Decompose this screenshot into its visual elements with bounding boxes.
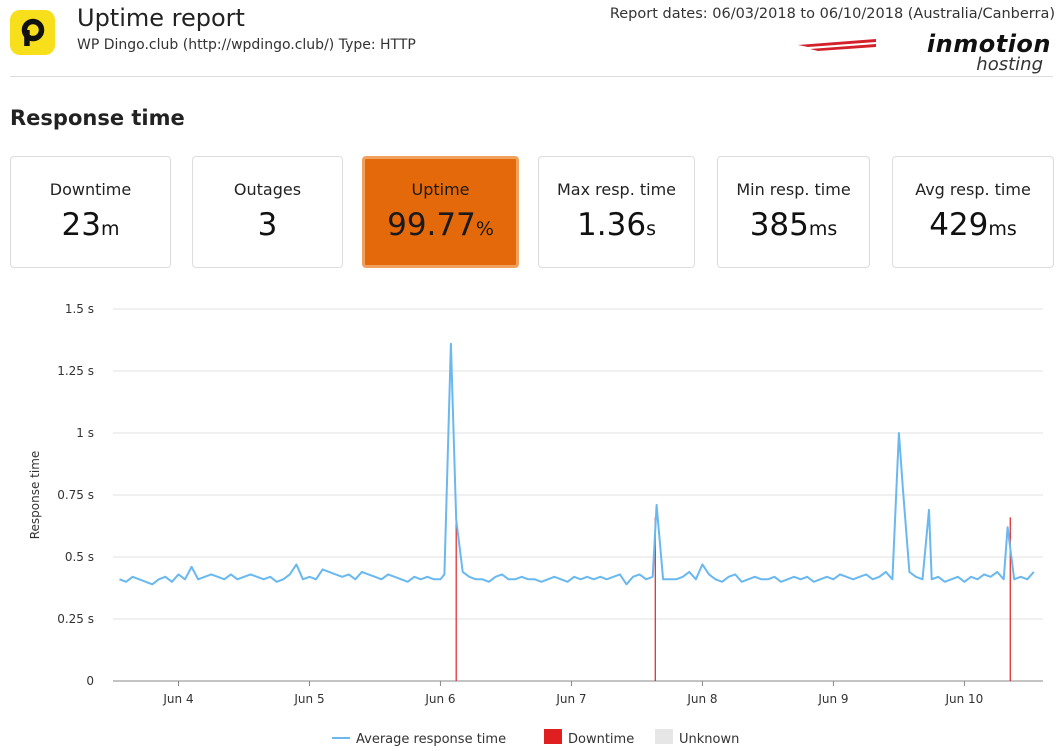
stat-value: 99.77%: [387, 207, 494, 243]
stat-value: 1.36s: [577, 207, 656, 243]
chart-legend: Average response time Downtime Unknown: [332, 729, 739, 747]
stat-label: Downtime: [49, 180, 132, 199]
stat-label: Outages: [233, 180, 302, 199]
stat-card-max-resp: Max resp. time 1.36s: [538, 156, 695, 268]
x-tick-label: Jun 6: [424, 692, 455, 706]
downtime-markers: [455, 517, 1011, 681]
stat-value: 429ms: [929, 207, 1017, 243]
stat-label: Avg resp. time: [915, 180, 1031, 199]
stat-label: Min resp. time: [736, 180, 851, 199]
app-logo: [10, 10, 55, 55]
header-divider: [10, 76, 1053, 77]
logo-p-icon: [21, 18, 44, 46]
stat-card-outages: Outages 3: [192, 156, 343, 268]
y-tick-label: 1.5 s: [65, 302, 94, 316]
x-tick-label: Jun 5: [293, 692, 324, 706]
y-tick-label: 0.5 s: [65, 550, 94, 564]
legend-swatch-downtime: [544, 729, 562, 744]
y-tick-label: 1 s: [76, 426, 94, 440]
response-time-chart: 00.25 s0.5 s0.75 s1 s1.25 s1.5 s Jun 4 Ju…: [28, 302, 1043, 747]
x-axis-ticks: Jun 4 Jun 5 Jun 6 Jun 7 Jun 8 Jun 9 Jun 10: [162, 681, 983, 706]
legend-label-downtime: Downtime: [568, 732, 634, 747]
stat-card-downtime: Downtime 23m: [10, 156, 171, 268]
report-subtitle: WP Dingo.club (http://wpdingo.club/) Typ…: [77, 37, 416, 53]
legend-swatch-unknown: [655, 729, 673, 744]
stat-card-uptime: Uptime 99.77%: [362, 156, 519, 268]
brand-main-text: inmotion: [926, 30, 1051, 58]
y-tick-label: 1.25 s: [57, 364, 94, 378]
brand-logo: inmotion hosting: [927, 30, 1051, 75]
stat-card-avg-resp: Avg resp. time 429ms: [892, 156, 1054, 268]
series-line-average-response-time: [119, 342, 1035, 586]
y-tick-label: 0: [86, 674, 94, 688]
y-tick-label: 0.75 s: [57, 488, 94, 502]
x-tick-label: Jun 4: [162, 692, 193, 706]
y-tick-label: 0.25 s: [57, 612, 94, 626]
report-title: Uptime report: [77, 4, 245, 32]
legend-label-unknown: Unknown: [679, 732, 739, 747]
section-title: Response time: [10, 106, 185, 130]
x-tick-label: Jun 10: [944, 692, 983, 706]
stat-value: 385ms: [749, 207, 838, 243]
stat-value: 23m: [61, 207, 120, 243]
stat-card-min-resp: Min resp. time 385ms: [717, 156, 870, 268]
stat-value: 3: [257, 207, 278, 243]
chart-grid: [113, 308, 1043, 682]
legend-label-average-response-time: Average response time: [356, 732, 506, 747]
stat-label: Max resp. time: [556, 180, 677, 199]
y-axis-ticks: 0 0.25 s 0.5 s 0.75 s 1 s 1.25 s 1.5 s: [57, 302, 94, 688]
report-dates: Report dates: 06/03/2018 to 06/10/2018 (…: [609, 6, 1055, 22]
x-tick-label: Jun 8: [686, 692, 717, 706]
stat-label: Uptime: [411, 180, 470, 199]
x-tick-label: Jun 7: [555, 692, 586, 706]
brand-sub-text: hosting: [976, 54, 1043, 75]
brand-swoosh-icon: [798, 39, 876, 51]
y-axis-label: Response time: [28, 451, 42, 540]
x-tick-label: Jun 9: [817, 692, 848, 706]
